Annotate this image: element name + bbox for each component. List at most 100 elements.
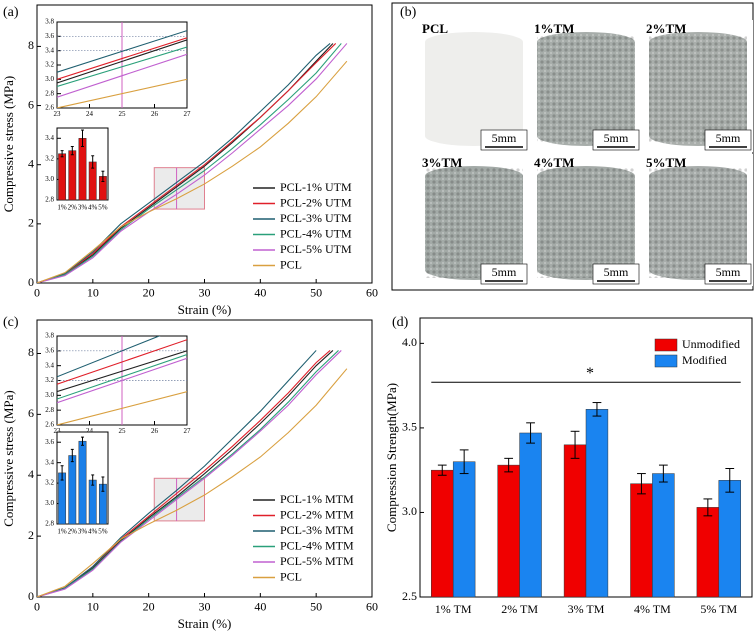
legend-swatch [654,354,678,368]
sample-texture [425,168,523,278]
x-tick-label: 60 [366,286,378,300]
series-line [57,46,187,88]
bar [78,138,87,201]
x-tick-label: 25 [119,427,127,435]
y-tick-label: 4 [28,156,34,170]
y-tick-label: 4 [28,467,34,481]
x-tick-label: 10 [87,286,99,300]
legend-label: Modified [682,353,727,367]
series-line [57,354,187,400]
sample-label: PCL [422,21,448,36]
legend-label: Unmodified [682,337,740,351]
y-tick-label: 2.8 [45,520,54,528]
y-tick-label: 3.0 [45,175,54,183]
series-line [37,368,348,597]
sample-label: 5%TM [646,155,686,170]
y-axis-label: Compression Strength(MPa) [384,383,399,532]
x-tick-label: 60 [366,600,378,614]
y-tick-label: 3.2 [45,154,54,162]
series-line [57,391,187,425]
legend-label: PCL-3% UTM [280,211,352,225]
series-line [37,350,342,597]
bar [718,480,741,598]
sample-label: 2%TM [646,21,686,36]
x-tick-label: 5% [98,203,108,211]
legend-swatch [654,338,678,352]
sample-top [425,32,523,52]
legend-label: PCL-1% MTM [280,492,354,506]
sample-texture [649,34,747,144]
y-tick-label: 0 [28,275,34,289]
x-tick-label: 24 [86,427,94,435]
y-tick-label: 3.0 [45,75,54,83]
bar [58,472,67,525]
y-tick-label: 3.6 [45,32,54,40]
x-tick-label: 27 [184,427,192,435]
x-tick-label: 4% [88,203,98,211]
scale-label: 5mm [716,131,741,145]
y-tick-label: 2 [28,528,34,542]
series-line [57,30,187,73]
bar [696,507,720,598]
bar [519,432,542,598]
x-tick-label: 40 [254,600,266,614]
x-tick-label: 20 [143,286,155,300]
x-tick-label: 4% [88,527,98,535]
series-line [57,357,187,404]
y-tick-label: 3.2 [45,479,54,487]
scale-box [704,129,752,151]
y-tick-label: 3.0 [45,499,54,507]
y-tick-label: 3.0 [45,391,54,399]
x-tick-label: 1% TM [435,602,472,616]
bar [68,150,77,201]
y-tick-label: 3.2 [45,61,54,69]
legend-label: PCL [280,257,302,271]
y-tick-label: 6 [28,406,34,420]
y-tick-label: 2 [28,216,34,230]
x-tick-label: 23 [54,427,62,435]
x-tick-label: 2% [68,527,78,535]
x-tick-label: 0 [34,286,40,300]
bar [452,461,476,598]
scale-box [592,263,640,285]
scale-label: 5mm [492,265,517,279]
x-tick-label: 2% TM [501,602,538,616]
x-tick-label: 20 [143,600,155,614]
legend-label: PCL-2% UTM [280,195,352,209]
y-tick-label: 6 [28,97,34,111]
panel-label: (b) [400,5,417,20]
y-tick-label: 2.8 [45,89,54,97]
x-axis-label: Strain (%) [178,616,232,631]
series-line [37,43,348,283]
panel-label: (c) [3,315,19,330]
scale-label: 5mm [492,131,517,145]
y-tick-label: 3.4 [45,458,54,466]
y-tick-label: 3.0 [402,504,417,518]
bar [652,473,675,598]
x-tick-label: 0 [34,600,40,614]
series-line [57,53,187,98]
x-tick-label: 2% [68,203,78,211]
y-axis-label: Compressive stress (MPa) [1,390,16,527]
y-tick-label: 3.4 [45,134,54,142]
sample-texture [537,168,635,278]
series-line [37,350,334,597]
x-tick-label: 26 [151,110,159,118]
scale-box [480,263,528,285]
y-tick-label: 3.4 [45,361,54,369]
x-tick-label: 3% TM [568,602,605,616]
scale-label: 5mm [604,265,629,279]
series-line [37,350,339,597]
significance-label: * [586,365,594,382]
x-axis-label: Strain (%) [178,302,232,317]
legend-label: PCL-1% UTM [280,180,352,194]
x-tick-label: 25 [119,110,127,118]
panel-label: (d) [392,315,409,330]
bar [431,469,454,598]
x-tick-label: 1% [57,527,67,535]
bar [68,455,77,525]
y-tick-label: 2.8 [45,406,54,414]
y-tick-label: 3.6 [45,346,54,354]
y-tick-label: 3.2 [45,376,54,384]
